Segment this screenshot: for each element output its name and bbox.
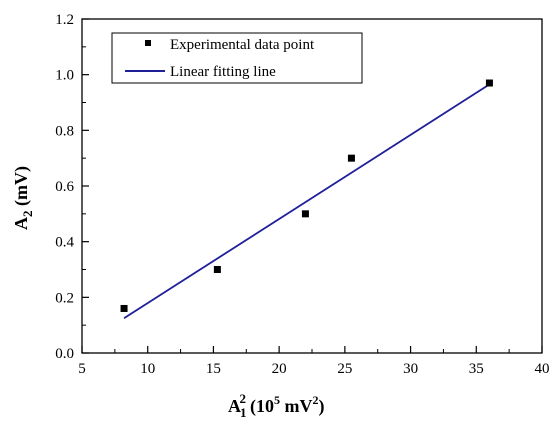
data-point bbox=[214, 266, 221, 273]
x-tick-label: 20 bbox=[272, 361, 287, 377]
x-tick-label: 5 bbox=[78, 361, 86, 377]
y-tick-label: 0.8 bbox=[55, 123, 74, 139]
y-tick-label: 0.2 bbox=[55, 290, 74, 306]
legend-marker-square bbox=[145, 40, 151, 46]
y-axis-title: A2 (mV) bbox=[11, 166, 35, 230]
legend-label-linear: Linear fitting line bbox=[170, 64, 276, 80]
legend: Experimental data point Linear fitting l… bbox=[112, 33, 362, 83]
y-tick-label: 1.2 bbox=[55, 12, 74, 28]
svg-text:A12(105 mV2): A12(105 mV2) bbox=[228, 391, 325, 420]
svg-text:A2 (mV): A2 (mV) bbox=[11, 166, 35, 230]
y-tick-label: 0.4 bbox=[55, 235, 74, 251]
legend-label-experimental: Experimental data point bbox=[170, 37, 315, 53]
x-tick-label: 25 bbox=[337, 361, 352, 377]
x-tick-label: 30 bbox=[403, 361, 418, 377]
data-point bbox=[348, 155, 355, 162]
data-point bbox=[302, 210, 309, 217]
y-tick-label: 0.6 bbox=[55, 179, 74, 195]
data-point bbox=[121, 305, 128, 312]
x-tick-label: 35 bbox=[469, 361, 484, 377]
x-tick-label: 15 bbox=[206, 361, 221, 377]
fit-line bbox=[124, 84, 489, 318]
y-tick-label: 1.0 bbox=[55, 68, 74, 84]
data-point bbox=[486, 80, 493, 87]
y-tick-label: 0.0 bbox=[55, 346, 74, 362]
x-tick-label: 10 bbox=[140, 361, 155, 377]
x-axis-title: A12(105 mV2) bbox=[228, 391, 325, 420]
x-tick-label: 40 bbox=[535, 361, 550, 377]
